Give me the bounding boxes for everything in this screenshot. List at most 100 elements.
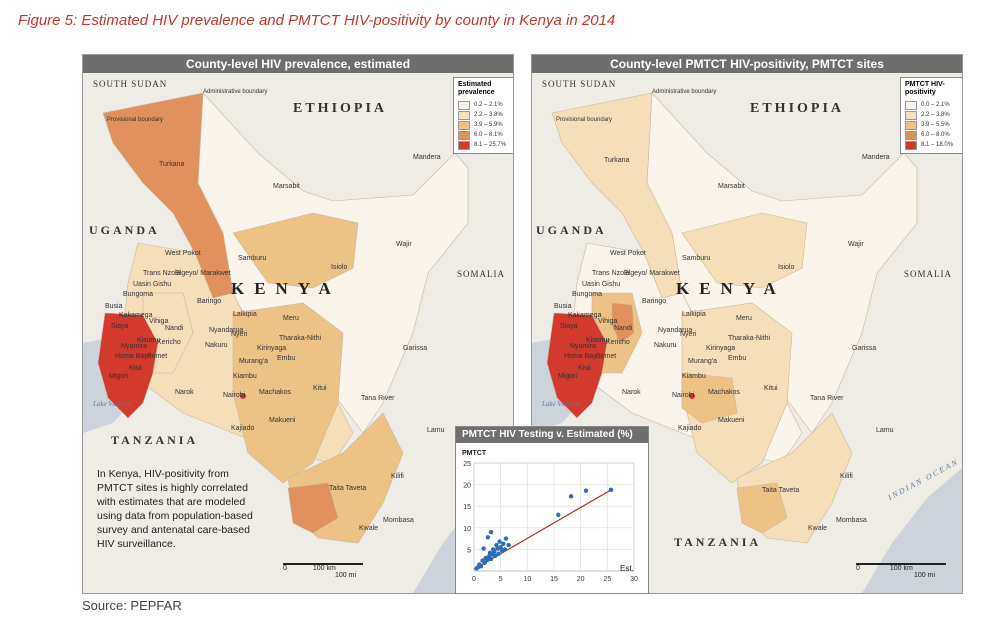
county-vihiga: Vihiga <box>598 318 618 325</box>
legend-row: 2.2 – 3.8% <box>458 110 513 120</box>
scatter-x-tick-label: 0 <box>472 576 476 583</box>
county-homa-bay: Homa Bay <box>564 353 597 360</box>
county-garissa: Garissa <box>403 345 428 352</box>
legend-row: 2.2 – 3.8% <box>905 110 962 120</box>
legend-row: 8.1 – 25.7% <box>458 140 513 150</box>
legend-swatch <box>905 120 917 130</box>
right-map-title: County-level PMTCT HIV-positivity, PMTCT… <box>532 55 962 73</box>
county-trans-nzoia: Trans Nzoia <box>143 270 181 277</box>
county-lamu: Lamu <box>427 427 445 434</box>
county-west-pokot: West Pokot <box>165 250 201 257</box>
county-kirinyaga: Kirinyaga <box>706 345 736 352</box>
county-kajiado: Kajiado <box>231 425 255 432</box>
scale-km: 100 km <box>889 565 913 572</box>
scale-line <box>856 557 946 565</box>
region-east <box>232 302 344 484</box>
county-mombasa: Mombasa <box>836 517 867 524</box>
legend-label: 2.2 – 3.8% <box>921 112 950 118</box>
county-busia: Busia <box>554 303 572 310</box>
scatter-point <box>583 488 589 493</box>
county-samburu: Samburu <box>238 255 267 262</box>
label-admin-boundary: Administrative boundary <box>652 89 717 95</box>
label-south-sudan: SOUTH SUDAN <box>542 79 617 89</box>
legend-row: 6.0 – 8.1% <box>458 130 513 140</box>
county-bomet: Bomet <box>596 353 617 360</box>
county-nandi: Nandi <box>614 325 633 332</box>
county-kiambu: Kiambu <box>682 373 706 380</box>
county-vihiga: Vihiga <box>149 318 169 325</box>
county-meru: Meru <box>736 315 752 322</box>
legend-label: 0.0 – 2.1% <box>921 102 950 108</box>
right-legend-title: PMTCT HIV-positivity <box>905 81 945 96</box>
scatter-y-tick-label: 25 <box>463 461 471 468</box>
legend-row: 3.9 – 5.5% <box>905 120 962 130</box>
legend-swatch <box>458 120 470 130</box>
scale-zero: 0 <box>856 565 860 572</box>
legend-label: 6.0 – 8.0% <box>921 132 950 138</box>
county-nairobi: Nairobi <box>672 392 695 399</box>
county-west-pokot: West Pokot <box>610 250 646 257</box>
county-kisii: Kisii <box>578 365 591 372</box>
scatter-point <box>497 539 502 544</box>
county-machakos: Machakos <box>259 389 291 396</box>
legend-swatch <box>905 130 917 140</box>
scatter-point <box>556 512 561 518</box>
scatter-point <box>488 529 494 535</box>
label-somalia: SOMALIA <box>457 269 506 279</box>
left-scale-bar: 0 100 km 100 mi <box>283 557 363 579</box>
scatter-point <box>492 549 497 554</box>
county-marsabit: Marsabit <box>718 183 745 190</box>
label-provisional-boundary: Provisional boundary <box>107 117 164 123</box>
scatter-point <box>478 564 484 569</box>
scatter-y-tick-label: 10 <box>463 526 471 533</box>
county-tharaka-nithi: Tharaka-Nithi <box>279 335 322 342</box>
legend-swatch <box>905 140 917 150</box>
county-kakamega: Kakamega <box>119 312 153 319</box>
county-embu: Embu <box>277 355 296 362</box>
region-samburu-isiolo <box>681 212 808 289</box>
scatter-point <box>493 553 498 559</box>
legend-label: 3.9 – 5.5% <box>921 122 950 128</box>
county-elgeyo-marakwet: Elgeyo/ Marakwet <box>624 270 680 277</box>
county-kericho: Kericho <box>157 339 181 346</box>
county-busia: Busia <box>105 303 123 310</box>
legend-swatch <box>458 130 470 140</box>
scatter-point <box>481 546 486 551</box>
scatter-svg: 5 10 15 20 25 0 5 10 15 20 25 30 PMTCT Est. <box>462 450 638 583</box>
scatter-point <box>494 542 499 548</box>
county-machakos: Machakos <box>708 389 740 396</box>
county-trans-nzoia: Trans Nzoia <box>592 270 630 277</box>
county-siaya: Siaya <box>111 323 129 330</box>
county-isiolo: Isiolo <box>331 264 348 271</box>
source-note: Source: PEPFAR <box>82 598 182 613</box>
county-homa-bay: Homa Bay <box>115 353 148 360</box>
scale-zero: 0 <box>283 565 287 572</box>
indian-ocean <box>862 468 962 593</box>
county-marsabit: Marsabit <box>273 183 300 190</box>
county-narok: Narok <box>175 389 194 396</box>
county-mombasa: Mombasa <box>383 517 414 524</box>
county-nyamira: Nyamira <box>121 343 148 350</box>
label-kenya: KENYA <box>231 279 341 298</box>
scatter-x-tick-label: 5 <box>499 576 503 583</box>
county-nyandarua: Nyandarua <box>209 327 244 334</box>
county-wajir: Wajir <box>848 241 864 248</box>
county-kisii: Kisii <box>129 365 142 372</box>
county-isiolo: Isiolo <box>778 264 795 271</box>
scale-mi: 100 mi <box>335 572 357 579</box>
scatter-point <box>485 557 490 562</box>
legend-row: 0.2 – 2.1% <box>458 100 513 110</box>
region-taita <box>287 482 339 534</box>
label-somalia: SOMALIA <box>904 269 953 279</box>
county-uasin-gishu: Uasin Gishu <box>582 281 621 288</box>
scatter-point <box>482 560 487 565</box>
county-turkana: Turkana <box>159 161 185 168</box>
legend-row: 8.1 – 18.0% <box>905 140 962 150</box>
county-muranga: Murang'a <box>239 358 268 365</box>
county-garissa: Garissa <box>852 345 877 352</box>
label-admin-boundary: Administrative boundary <box>203 89 268 95</box>
county-muranga: Murang'a <box>688 358 717 365</box>
region-samburu-isiolo <box>232 212 359 289</box>
label-ethiopia: ETHIOPIA <box>750 101 845 116</box>
county-kericho: Kericho <box>606 339 630 346</box>
